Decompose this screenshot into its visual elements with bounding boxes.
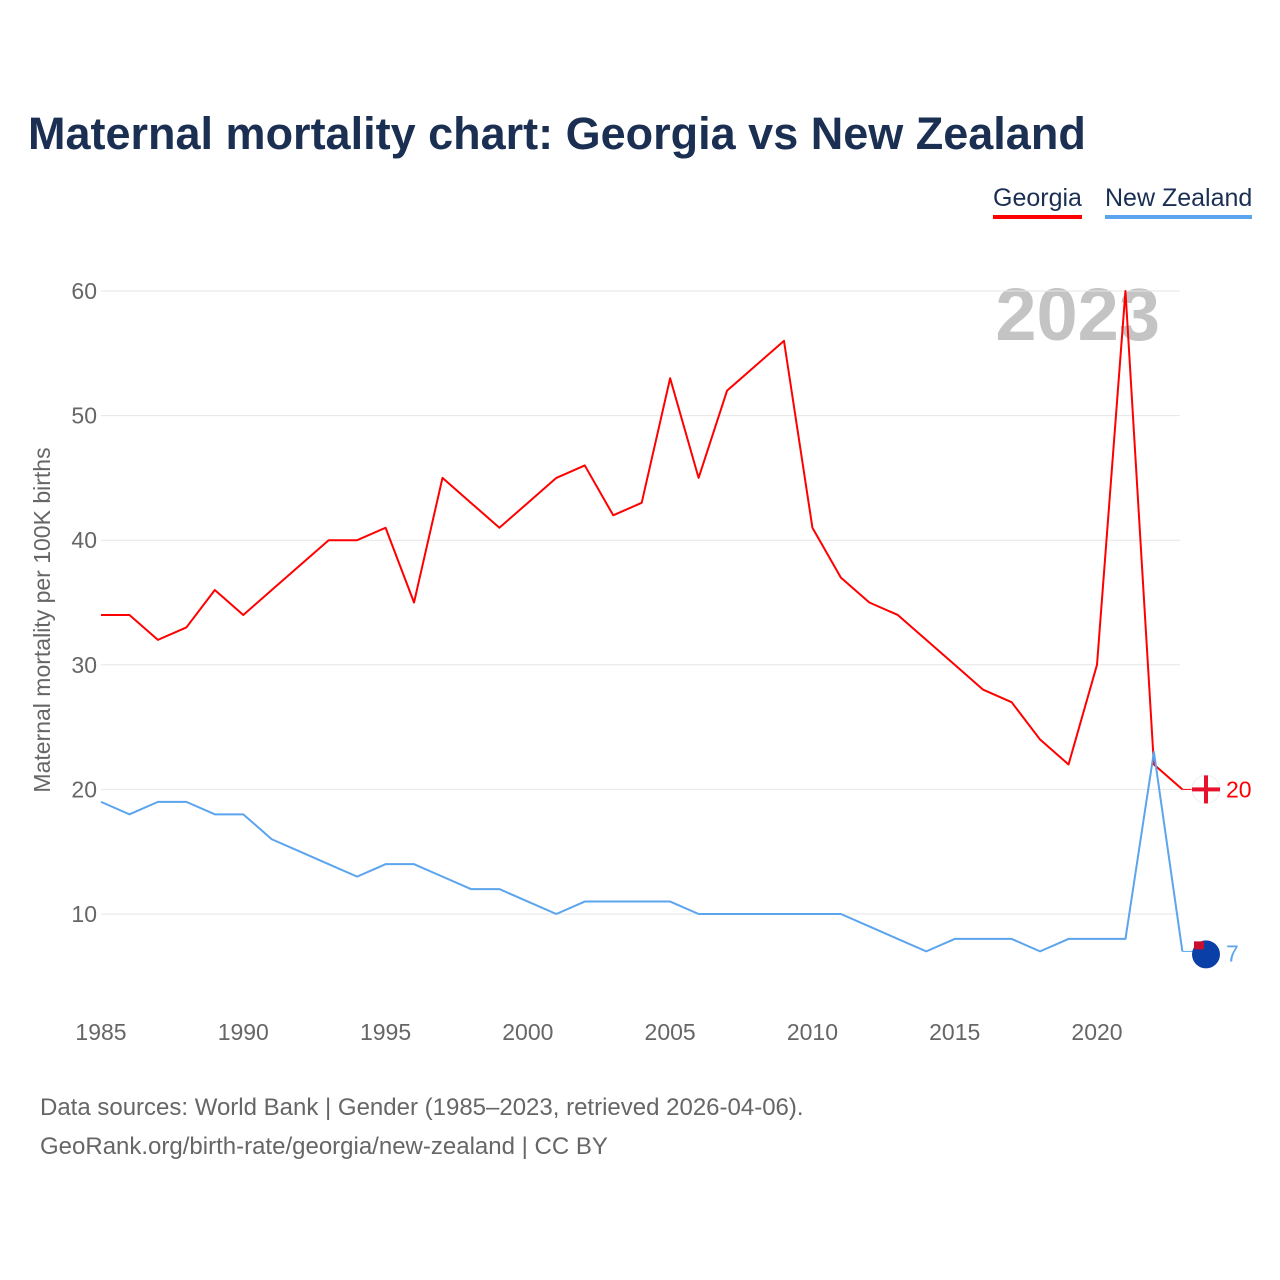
series-line-new-zealand xyxy=(100,751,1184,953)
data-source: Data sources: World Bank | Gender (1985–… xyxy=(40,1094,804,1121)
y-axis-label: Maternal mortality per 100K births xyxy=(29,447,55,792)
y-tick-label: 20 xyxy=(71,776,97,802)
y-tick-label: 40 xyxy=(71,527,97,553)
legend-georgia[interactable]: Georgia xyxy=(993,184,1082,219)
x-tick-label: 2010 xyxy=(787,1019,838,1045)
x-tick-label: 1985 xyxy=(75,1019,126,1045)
year-watermark: 2023 xyxy=(995,273,1160,356)
x-tick-label: 2020 xyxy=(1071,1019,1122,1045)
end-value-label: 7 xyxy=(1226,940,1239,966)
y-tick-label: 60 xyxy=(71,278,97,304)
y-tick-label: 10 xyxy=(71,901,97,927)
legend-new-zealand[interactable]: New Zealand xyxy=(1105,184,1253,219)
series-line-georgia xyxy=(101,290,1184,791)
x-tick-label: 1995 xyxy=(360,1019,411,1045)
x-tick-label: 2005 xyxy=(645,1019,696,1045)
georgia-flag-cross-v xyxy=(1204,775,1208,804)
y-tick-label: 30 xyxy=(71,652,97,678)
y-tick-label: 50 xyxy=(71,403,97,429)
x-tick-label: 2015 xyxy=(929,1019,980,1045)
x-tick-label: 1990 xyxy=(218,1019,269,1045)
x-tick-label: 2000 xyxy=(502,1019,553,1045)
end-value-label: 20 xyxy=(1226,776,1252,802)
source-link[interactable]: GeoRank.org/birth-rate/georgia/new-zeala… xyxy=(40,1133,608,1160)
footer: Data sources: World Bank | Gender (1985–… xyxy=(40,1088,804,1166)
chart-title: Maternal mortality chart: Georgia vs New… xyxy=(28,108,1086,159)
new-zealand-flag-union xyxy=(1194,941,1204,950)
